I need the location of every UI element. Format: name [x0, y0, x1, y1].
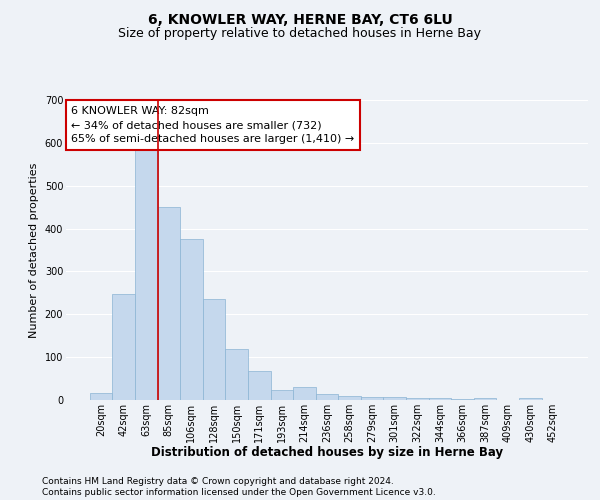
- Bar: [338, 396, 361, 400]
- Bar: [451, 398, 474, 400]
- Text: Contains public sector information licensed under the Open Government Licence v3: Contains public sector information licen…: [42, 488, 436, 497]
- Bar: [406, 398, 428, 400]
- Bar: [158, 207, 180, 400]
- Bar: [248, 371, 271, 400]
- Text: 6 KNOWLER WAY: 82sqm
← 34% of detached houses are smaller (732)
65% of semi-deta: 6 KNOWLER WAY: 82sqm ← 34% of detached h…: [71, 106, 355, 144]
- Text: Distribution of detached houses by size in Herne Bay: Distribution of detached houses by size …: [151, 446, 503, 459]
- Bar: [135, 147, 158, 400]
- Bar: [226, 348, 248, 400]
- Bar: [428, 398, 451, 400]
- Text: Contains HM Land Registry data © Crown copyright and database right 2024.: Contains HM Land Registry data © Crown c…: [42, 476, 394, 486]
- Text: Size of property relative to detached houses in Herne Bay: Size of property relative to detached ho…: [119, 28, 482, 40]
- Bar: [112, 294, 135, 400]
- Bar: [519, 398, 542, 400]
- Bar: [90, 392, 112, 400]
- Bar: [180, 240, 203, 400]
- Bar: [293, 386, 316, 400]
- Bar: [474, 398, 496, 400]
- Bar: [383, 396, 406, 400]
- Bar: [203, 300, 226, 400]
- Text: 6, KNOWLER WAY, HERNE BAY, CT6 6LU: 6, KNOWLER WAY, HERNE BAY, CT6 6LU: [148, 12, 452, 26]
- Bar: [271, 390, 293, 400]
- Y-axis label: Number of detached properties: Number of detached properties: [29, 162, 39, 338]
- Bar: [316, 394, 338, 400]
- Bar: [361, 396, 383, 400]
